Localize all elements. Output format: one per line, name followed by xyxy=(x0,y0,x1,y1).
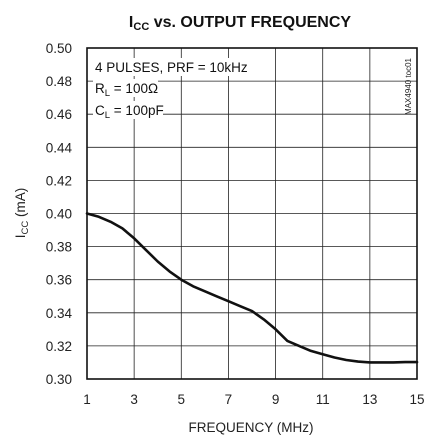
x-tick-label: 11 xyxy=(316,392,330,407)
x-tick-labels: 1 3 5 7 9 11 13 15 xyxy=(83,392,424,407)
x-tick-label: 13 xyxy=(362,392,377,407)
x-tick-label: 7 xyxy=(225,392,233,407)
x-tick-label: 15 xyxy=(409,392,424,407)
annotation-bg-1 xyxy=(93,58,243,76)
y-tick-label: 0.34 xyxy=(46,306,73,321)
y-tick-label: 0.42 xyxy=(46,173,72,188)
annotation-cl: CL = 100pF xyxy=(95,103,164,121)
figure-code: MAX4940 toc01 xyxy=(404,57,413,114)
y-tick-label: 0.36 xyxy=(46,273,72,288)
annotation-prf: 4 PULSES, PRF = 10kHz xyxy=(95,60,248,75)
y-tick-label: 0.46 xyxy=(46,107,72,122)
y-tick-label: 0.44 xyxy=(46,140,73,155)
annotation-rl: RL = 100Ω xyxy=(95,81,158,99)
series xyxy=(85,212,419,364)
y-tick-label: 0.48 xyxy=(46,74,72,89)
y-tick-label: 0.40 xyxy=(46,207,72,222)
x-tick-label: 5 xyxy=(178,392,186,407)
x-tick-label: 1 xyxy=(83,392,91,407)
y-tick-labels: 0.50 0.48 0.46 0.44 0.42 0.40 0.38 0.36 0.34 0.32… xyxy=(46,41,73,387)
y-axis-label: ICC (mA) xyxy=(13,188,31,239)
x-tick-label: 9 xyxy=(272,392,280,407)
x-axis-label: FREQUENCY (MHz) xyxy=(188,420,313,435)
y-tick-label: 0.38 xyxy=(46,240,72,255)
annotation-bg-2 xyxy=(93,79,158,97)
y-tick-label: 0.50 xyxy=(46,41,72,56)
y-tick-label: 0.30 xyxy=(46,372,72,387)
grid xyxy=(86,47,418,380)
series-line xyxy=(85,212,419,364)
y-tick-label: 0.32 xyxy=(46,339,72,354)
x-tick-label: 3 xyxy=(130,392,138,407)
chart-title: ICC vs. OUTPUT FREQUENCY xyxy=(129,14,351,33)
annotation-bg-3 xyxy=(93,101,163,119)
